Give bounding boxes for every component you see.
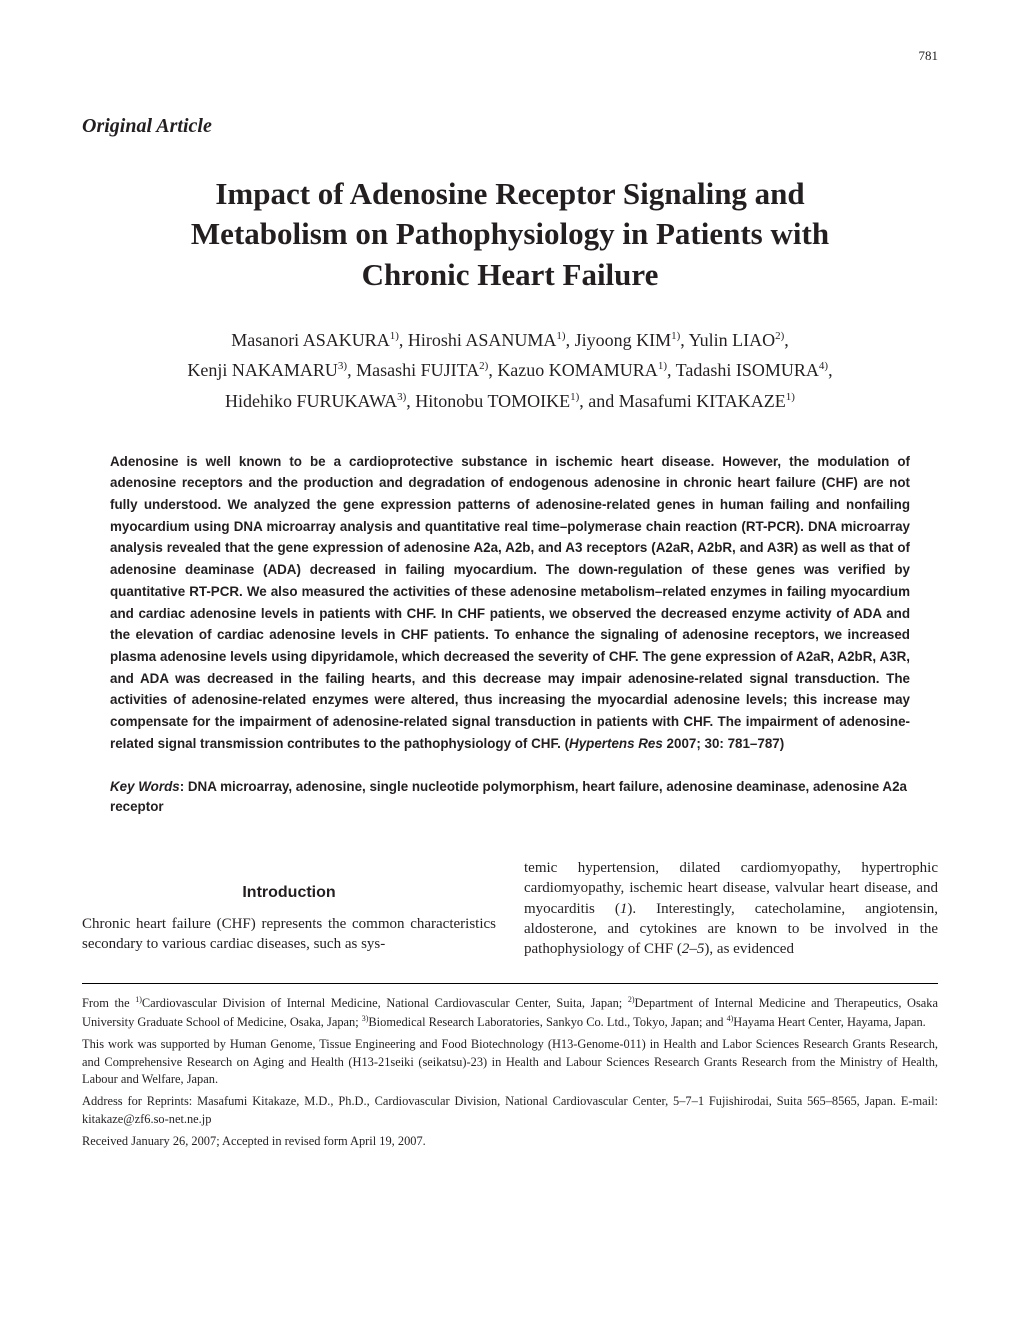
page-number: 781 (919, 48, 939, 64)
article-type: Original Article (82, 115, 938, 138)
intro-paragraph-left: Chronic heart failure (CHF) represents t… (82, 914, 496, 955)
keywords-block: Key Words: DNA microarray, adenosine, si… (110, 777, 910, 819)
keywords-text: : DNA microarray, adenosine, single nucl… (110, 779, 907, 815)
authors-line-2: Kenji NAKAMARU3), Masashi FUJITA2), Kazu… (187, 360, 832, 380)
left-column: Introduction Chronic heart failure (CHF)… (82, 858, 496, 959)
footnotes-block: From the 1)Cardiovascular Division of In… (82, 994, 938, 1150)
right-column: temic hypertension, dilated cardiomyopat… (524, 858, 938, 959)
affiliations-footnote: From the 1)Cardiovascular Division of In… (82, 994, 938, 1031)
title-line-3: Chronic Heart Failure (362, 257, 659, 292)
authors-line-3: Hidehiko FURUKAWA3), Hitonobu TOMOIKE1),… (225, 391, 795, 411)
body-columns: Introduction Chronic heart failure (CHF)… (82, 858, 938, 959)
introduction-heading: Introduction (82, 882, 496, 904)
article-title: Impact of Adenosine Receptor Signaling a… (82, 174, 938, 295)
footnote-separator (82, 983, 938, 984)
author-list: Masanori ASAKURA1), Hiroshi ASANUMA1), J… (82, 325, 938, 417)
reprints-footnote: Address for Reprints: Masafumi Kitakaze,… (82, 1093, 938, 1128)
authors-line-1: Masanori ASAKURA1), Hiroshi ASANUMA1), J… (231, 330, 789, 350)
intro-paragraph-right: temic hypertension, dilated cardiomyopat… (524, 858, 938, 959)
keywords-label: Key Words (110, 779, 180, 794)
title-line-1: Impact of Adenosine Receptor Signaling a… (215, 176, 804, 211)
abstract-text: Adenosine is well known to be a cardiopr… (110, 451, 910, 755)
funding-footnote: This work was supported by Human Genome,… (82, 1036, 938, 1088)
title-line-2: Metabolism on Pathophysiology in Patient… (191, 216, 829, 251)
received-footnote: Received January 26, 2007; Accepted in r… (82, 1133, 938, 1150)
